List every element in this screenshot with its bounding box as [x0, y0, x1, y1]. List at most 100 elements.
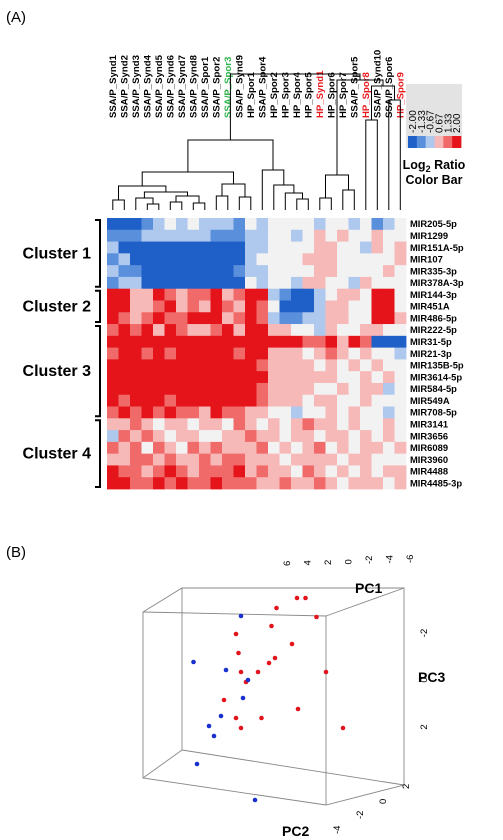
heatmap-cell	[371, 359, 384, 372]
heatmap-cell	[153, 241, 165, 254]
heatmap-cell	[118, 288, 131, 301]
heatmap-cell	[394, 253, 407, 266]
column-labels: SSA/P_Synd1 SSA/P_Synd2 SSA/P_Synd3 SSA/P_S…	[108, 50, 406, 118]
heatmap-cell	[360, 218, 372, 231]
heatmap-cell	[256, 453, 269, 466]
heatmap-cell	[222, 418, 234, 431]
heatmap-cell	[314, 312, 326, 325]
heatmap-cell	[337, 382, 349, 396]
heatmap-cell	[279, 324, 292, 337]
heatmap-cell	[118, 465, 131, 478]
heatmap-cell	[187, 418, 200, 431]
pca-point	[245, 677, 251, 683]
heatmap-cell	[360, 312, 372, 325]
heatmap-cell	[394, 382, 407, 396]
heatmap-cell	[199, 324, 211, 337]
pca-point	[240, 695, 246, 701]
heatmap-cell	[256, 312, 269, 325]
heatmap-cell	[164, 394, 177, 407]
dendrogram-branch	[112, 199, 125, 210]
heatmap-cell	[187, 241, 200, 254]
pca-point	[218, 713, 224, 719]
pca-point	[211, 733, 217, 739]
heatmap-cell	[107, 324, 119, 337]
heatmap-cell	[187, 453, 200, 466]
heatmap-cell	[245, 406, 257, 419]
heatmap-cell	[394, 335, 407, 349]
heatmap-cell	[233, 347, 246, 360]
heatmap-cell	[325, 229, 338, 242]
pca-point	[314, 614, 319, 620]
dendrogram-branch	[319, 197, 332, 210]
heatmap-cell	[176, 465, 188, 478]
heatmap-cell	[222, 453, 234, 466]
heatmap-cell	[394, 430, 407, 443]
heatmap-cell	[176, 265, 188, 278]
heatmap-cell	[233, 418, 246, 431]
heatmap-cell	[394, 300, 407, 313]
pc2-tick: 0	[378, 799, 389, 804]
heatmap-cell	[383, 300, 395, 313]
heatmap-cell	[291, 335, 303, 349]
heatmap-cell	[337, 335, 349, 349]
pca-point	[238, 613, 244, 619]
heatmap-cell	[279, 288, 292, 301]
heatmap-cell	[348, 276, 361, 290]
heatmap-cell	[164, 430, 177, 443]
heatmap-cell	[199, 418, 211, 431]
dendrogram-branch	[192, 202, 206, 210]
heatmap-cell	[383, 371, 395, 384]
heatmap-cell	[256, 477, 269, 490]
column-label: HP_Spor8	[361, 71, 372, 118]
column-label: SSA/P_Spor4	[257, 56, 268, 118]
pca-point	[294, 595, 300, 601]
heatmap-cell	[291, 347, 303, 360]
heatmap-cell	[383, 288, 395, 301]
heatmap-cell	[268, 394, 280, 407]
heatmap-cell	[164, 312, 177, 325]
heatmap-cell	[394, 276, 407, 290]
heatmap-cell	[325, 265, 338, 278]
heatmap-cell	[314, 347, 326, 360]
heatmap-cell	[176, 441, 188, 455]
heatmap-cell	[210, 241, 223, 254]
heatmap-cell	[325, 477, 338, 490]
heatmap-cell	[371, 430, 384, 443]
heatmap-cell	[256, 335, 269, 349]
heatmap-cell	[118, 430, 131, 443]
heatmap-cell	[291, 371, 303, 384]
heatmap-cell	[268, 347, 280, 360]
heatmap-cell	[210, 465, 223, 478]
column-label: HP_Spor7	[338, 72, 349, 118]
heatmap-cell	[383, 324, 395, 337]
heatmap-cell	[256, 241, 269, 254]
color-bar-tick-label: -2.00	[408, 110, 419, 133]
heatmap-cell	[279, 371, 292, 384]
heatmap-cell	[245, 359, 257, 372]
heatmap-cell	[118, 418, 131, 431]
heatmap-cell	[141, 441, 154, 455]
row-label: MIR107	[410, 254, 443, 265]
dendrogram-branch	[296, 198, 309, 210]
heatmap-cell	[210, 382, 223, 396]
heatmap-cell	[118, 359, 131, 372]
heatmap-cell	[291, 477, 303, 490]
heatmap-cell	[118, 382, 131, 396]
heatmap-cell	[187, 465, 200, 478]
color-bar-tick-label: 2.00	[452, 113, 463, 133]
heatmap-cell	[302, 430, 315, 443]
heatmap-cell	[348, 430, 361, 443]
pca-point	[238, 725, 244, 731]
heatmap-cell	[164, 276, 177, 290]
heatmap-cell	[164, 359, 177, 372]
pc1-tick: 4	[303, 560, 314, 565]
heatmap-cell	[325, 406, 338, 419]
heatmap-cell	[360, 324, 372, 337]
heatmap-cell	[394, 359, 407, 372]
row-label: MIR451A	[410, 301, 450, 312]
heatmap-cell	[130, 347, 142, 360]
heatmap-cell	[279, 382, 292, 396]
heatmap-cell	[394, 418, 407, 431]
heatmap-cell	[291, 453, 303, 466]
heatmap-cell	[291, 324, 303, 337]
